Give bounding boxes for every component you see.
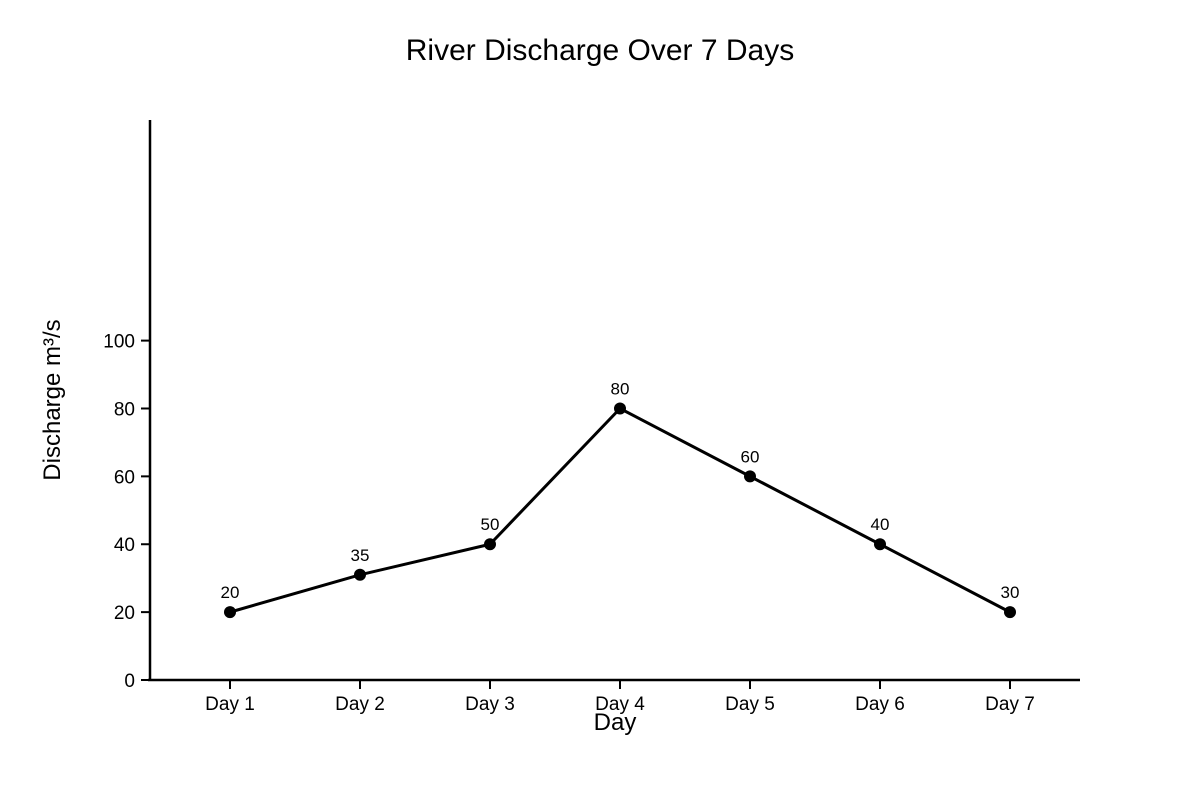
data-label: 35 [351,546,370,565]
x-tick-label: Day 6 [855,694,905,715]
x-tick-label: Day 5 [725,694,775,715]
x-axis-label: Day [594,709,637,736]
y-tick-label: 100 [103,332,135,353]
data-point [354,568,366,581]
data-point [484,538,496,551]
x-tick-label: Day 1 [205,694,255,715]
x-tick-label: Day 2 [335,694,385,715]
series-layer: 20 35 50 80 60 40 30 [221,379,1020,619]
x-axis-ticks: Day 1 Day 2 Day 3 Day 4 Day 5 Day 6 Day 7 [205,680,1035,715]
y-axis-ticks: 0 20 40 60 80 100 [103,332,150,692]
y-tick-label: 0 [124,671,135,692]
y-axis-label: Discharge m³/s [39,319,66,480]
y-tick-label: 20 [114,603,135,624]
y-tick-label: 80 [114,399,135,420]
x-tick-label: Day 3 [465,694,515,715]
data-point [1004,606,1016,619]
data-point [874,538,886,551]
y-tick-label: 60 [114,467,135,488]
data-label: 40 [871,515,890,534]
chart-title: River Discharge Over 7 Days [406,34,794,67]
data-label: 60 [741,447,760,466]
data-point [744,470,756,483]
series-line [229,406,1011,614]
y-tick-label: 40 [114,535,135,556]
data-point [224,606,236,619]
data-point [614,402,626,415]
data-label: 30 [1001,583,1020,602]
data-label: 50 [481,515,500,534]
x-tick-label: Day 7 [985,694,1035,715]
data-label: 80 [611,379,630,398]
data-label: 20 [221,583,240,602]
x-tick-label: Day 4 [595,694,645,715]
